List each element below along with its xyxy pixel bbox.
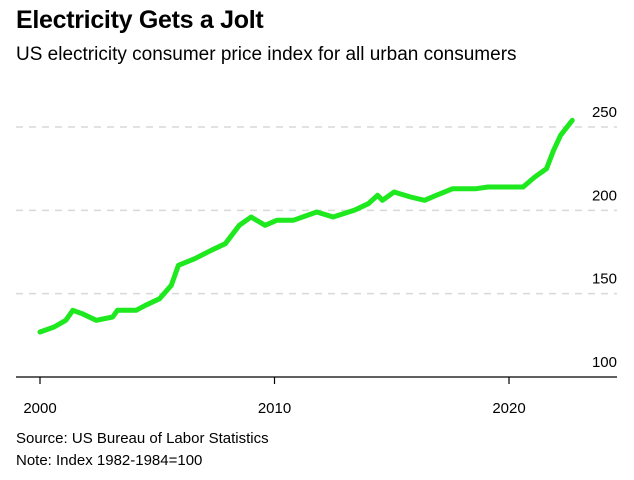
x-tick-labels: 2000 2010 2020	[23, 400, 525, 417]
x-tick-label-2000: 2000	[23, 400, 56, 417]
x-tick-label-2020: 2020	[492, 400, 525, 417]
y-tick-label-200: 200	[592, 187, 617, 204]
index-note: Note: Index 1982-1984=100	[16, 452, 203, 469]
x-tick-label-2010: 2010	[258, 400, 291, 417]
y-tick-label-250: 250	[592, 104, 617, 121]
x-axis	[16, 376, 617, 384]
chart-subtitle: US electricity consumer price index for …	[16, 44, 517, 65]
series-layer	[37, 117, 575, 335]
chart-title: Electricity Gets a Jolt	[16, 6, 264, 34]
y-tick-label-100: 100	[592, 354, 617, 371]
y-tick-labels: 100 150 200 250	[592, 104, 617, 371]
y-tick-label-150: 150	[592, 271, 617, 288]
source-note: Source: US Bureau of Labor Statistics	[16, 430, 269, 447]
series-line-electricity-cpi	[37, 117, 575, 335]
